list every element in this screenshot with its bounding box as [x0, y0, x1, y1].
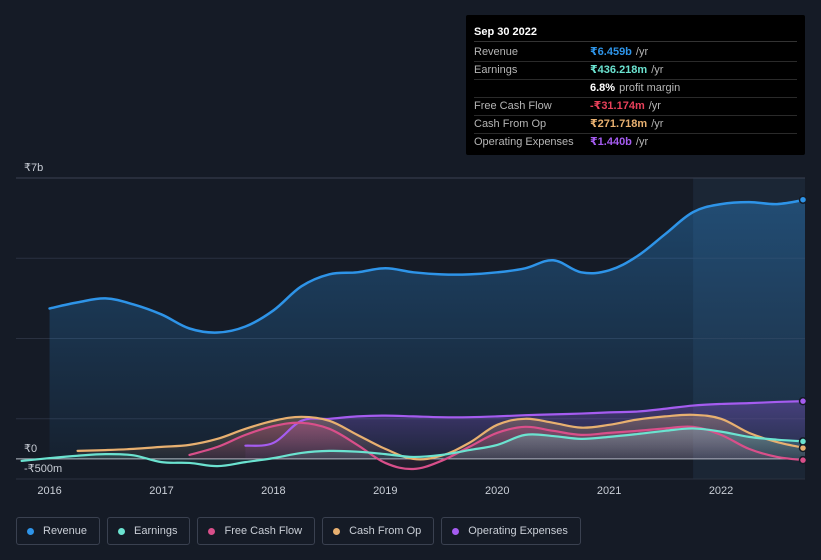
- x-tick-label: 2017: [149, 485, 173, 497]
- legend-item-earnings[interactable]: Earnings: [107, 517, 191, 545]
- revenue-endpoint: [798, 195, 808, 204]
- legend-item-operating-expenses[interactable]: Operating Expenses: [441, 517, 581, 545]
- tooltip-date: Sep 30 2022: [474, 23, 797, 42]
- axis-ticks: ₹7b ₹0 -₹500m 2016 2017 2018 2019 2020 2021 2022: [24, 162, 733, 497]
- y-tick-label: -₹500m: [24, 463, 62, 475]
- legend-label: Free Cash Flow: [224, 525, 303, 537]
- x-tick-label: 2016: [37, 485, 61, 497]
- revenue-line: [48, 198, 807, 334]
- tooltip-value: 6.8%: [590, 82, 616, 94]
- tooltip-label: Operating Expenses: [474, 136, 574, 148]
- x-tick-label: 2022: [709, 485, 733, 497]
- legend-dot-icon: [452, 527, 460, 535]
- tooltip-value: ₹436.218m: [590, 64, 648, 76]
- tooltip-label: Cash From Op: [474, 118, 547, 130]
- earnings-line: [20, 427, 807, 468]
- tooltip-label: [474, 80, 590, 97]
- operating-expenses-endpoint: [798, 396, 808, 406]
- x-tick-label: 2019: [373, 485, 397, 497]
- y-tick-label: ₹0: [24, 443, 37, 455]
- revenue-area: [49, 199, 806, 459]
- tooltip-unit: profit margin: [619, 82, 681, 94]
- tooltip-row: 6.8% profit margin: [474, 80, 797, 98]
- earnings-endpoint: [798, 437, 808, 446]
- tooltip: Sep 30 2022 Revenue ₹6.459b/yr Earnings ₹43…: [466, 15, 805, 155]
- legend: Revenue Earnings Free Cash Flow Cash From O…: [16, 517, 581, 545]
- tooltip-row: Earnings ₹436.218m/yr: [474, 62, 797, 80]
- legend-item-cash-from-op[interactable]: Cash From Op: [322, 517, 435, 545]
- legend-dot-icon: [208, 527, 216, 535]
- free-cash-flow-endpoint: [798, 455, 808, 465]
- tooltip-row: Operating Expenses ₹1.440b/yr: [474, 134, 797, 151]
- legend-dot-icon: [333, 527, 341, 535]
- tooltip-unit: /yr: [651, 118, 664, 130]
- legend-item-free-cash-flow[interactable]: Free Cash Flow: [197, 517, 316, 545]
- tooltip-label: Earnings: [474, 64, 518, 76]
- series-areas: [21, 199, 806, 470]
- legend-item-revenue[interactable]: Revenue: [16, 517, 101, 545]
- tooltip-value: ₹1.440b: [590, 136, 632, 148]
- tooltip-label: Revenue: [474, 46, 519, 58]
- x-tick-label: 2020: [485, 485, 509, 497]
- tooltip-row: Free Cash Flow -₹31.174m/yr: [474, 98, 797, 116]
- tooltip-value: ₹6.459b: [590, 46, 632, 58]
- series-endpoints: [798, 195, 808, 465]
- tooltip-unit: /yr: [651, 64, 664, 76]
- y-tick-label: ₹7b: [24, 162, 43, 174]
- x-tick-label: 2021: [597, 485, 621, 497]
- tooltip-row: Revenue ₹6.459b/yr: [474, 44, 797, 62]
- operating-expenses-line: [244, 400, 807, 447]
- tooltip-value: ₹271.718m: [590, 118, 648, 130]
- legend-label: Operating Expenses: [468, 525, 568, 537]
- legend-label: Revenue: [43, 525, 88, 537]
- tooltip-row: Cash From Op ₹271.718m/yr: [474, 116, 797, 134]
- tooltip-label: Free Cash Flow: [474, 100, 552, 112]
- legend-label: Cash From Op: [349, 525, 422, 537]
- legend-dot-icon: [118, 527, 126, 535]
- legend-dot-icon: [27, 527, 34, 535]
- tooltip-value: -₹31.174m: [590, 100, 645, 112]
- x-tick-label: 2018: [261, 485, 285, 497]
- tooltip-unit: /yr: [648, 100, 661, 112]
- legend-label: Earnings: [134, 525, 178, 537]
- tooltip-unit: /yr: [635, 46, 649, 58]
- tooltip-unit: /yr: [635, 136, 649, 148]
- series-lines: [20, 198, 807, 471]
